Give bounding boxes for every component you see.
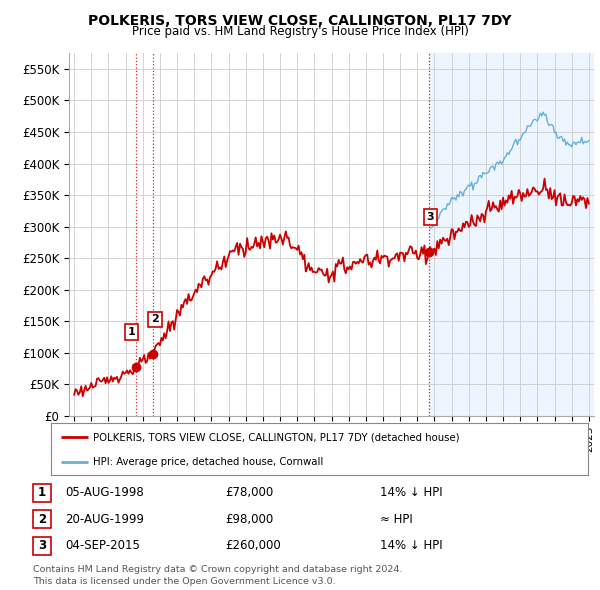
Text: £98,000: £98,000: [225, 513, 273, 526]
Text: 14% ↓ HPI: 14% ↓ HPI: [380, 486, 443, 499]
Text: 3: 3: [427, 212, 434, 222]
Text: This data is licensed under the Open Government Licence v3.0.: This data is licensed under the Open Gov…: [33, 576, 335, 586]
Text: Contains HM Land Registry data © Crown copyright and database right 2024.: Contains HM Land Registry data © Crown c…: [33, 565, 403, 574]
Text: ≈ HPI: ≈ HPI: [380, 513, 413, 526]
Text: 2: 2: [38, 513, 46, 526]
Text: 14% ↓ HPI: 14% ↓ HPI: [380, 539, 443, 552]
Text: HPI: Average price, detached house, Cornwall: HPI: Average price, detached house, Corn…: [93, 457, 323, 467]
Text: Price paid vs. HM Land Registry's House Price Index (HPI): Price paid vs. HM Land Registry's House …: [131, 25, 469, 38]
Text: 1: 1: [128, 327, 136, 337]
Text: 05-AUG-1998: 05-AUG-1998: [65, 486, 144, 499]
Text: 1: 1: [38, 486, 46, 499]
Text: 3: 3: [38, 539, 46, 552]
Text: 20-AUG-1999: 20-AUG-1999: [65, 513, 144, 526]
Text: 2: 2: [151, 314, 159, 325]
Text: 04-SEP-2015: 04-SEP-2015: [65, 539, 140, 552]
Text: £78,000: £78,000: [225, 486, 273, 499]
FancyBboxPatch shape: [33, 537, 51, 555]
FancyBboxPatch shape: [33, 510, 51, 528]
Text: £260,000: £260,000: [225, 539, 281, 552]
FancyBboxPatch shape: [33, 484, 51, 502]
Text: POLKERIS, TORS VIEW CLOSE, CALLINGTON, PL17 7DY (detached house): POLKERIS, TORS VIEW CLOSE, CALLINGTON, P…: [93, 432, 460, 442]
Text: POLKERIS, TORS VIEW CLOSE, CALLINGTON, PL17 7DY: POLKERIS, TORS VIEW CLOSE, CALLINGTON, P…: [88, 14, 512, 28]
Bar: [429, 53, 594, 416]
